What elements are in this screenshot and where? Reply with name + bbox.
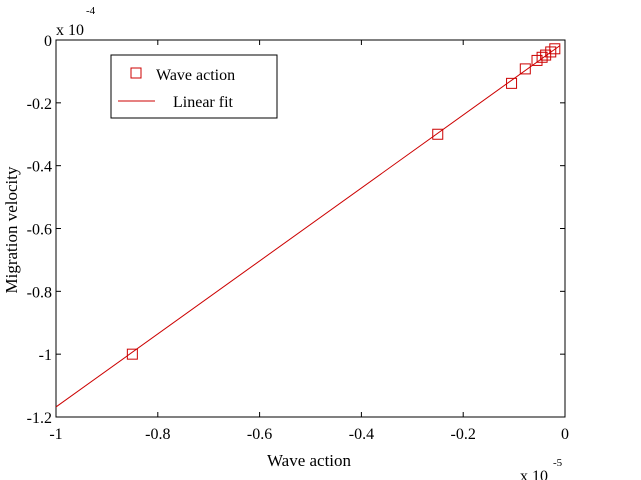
legend: Wave action Linear fit	[110, 54, 278, 119]
x-axis-title: Wave action	[267, 451, 352, 470]
x-tick-label: -1	[49, 426, 62, 443]
y-multiplier-label: x 10	[56, 22, 84, 39]
legend-label-linear-fit: Linear fit	[173, 94, 234, 111]
wave-action-series	[126, 43, 561, 360]
y-tick-label: -0.8	[27, 284, 52, 301]
y-tick-label: -0.6	[27, 222, 52, 239]
data-point-marker	[506, 77, 518, 89]
y-tick-label: 0	[44, 33, 52, 50]
data-point-marker	[549, 43, 561, 55]
legend-box	[110, 54, 278, 119]
y-multiplier-exponent: -4	[86, 5, 96, 17]
x-tick-label: 0	[561, 426, 569, 443]
data-point-marker	[432, 128, 444, 140]
legend-label-wave-action: Wave action	[156, 67, 235, 84]
x-tick-label: -0.2	[451, 426, 476, 443]
y-axis-title: Migration velocity	[2, 166, 21, 294]
x-multiplier-label: x 10	[520, 468, 548, 480]
x-tick-label: -0.4	[349, 426, 374, 443]
data-point-marker	[519, 63, 531, 75]
legend-marker-wave-action	[130, 67, 142, 79]
data-point-marker	[126, 348, 138, 360]
data-point-marker	[545, 46, 557, 58]
x-tick-label: -0.6	[247, 426, 272, 443]
linear-fit-line	[55, 45, 561, 408]
linear-fit-series	[55, 45, 561, 408]
x-tick-label: -0.8	[145, 426, 170, 443]
y-tick-label: -1.2	[27, 410, 52, 427]
y-tick-label: -0.2	[27, 96, 52, 113]
y-tick-label: -1	[39, 347, 52, 364]
x-axis-ticks: -1 -0.8 -0.6 -0.4 -0.2 0	[49, 40, 569, 443]
y-axis-ticks: -1.2 -1 -0.8 -0.6 -0.4 -0.2 0	[27, 33, 565, 427]
y-tick-label: -0.4	[27, 159, 52, 176]
x-multiplier-exponent: -5	[553, 457, 563, 469]
